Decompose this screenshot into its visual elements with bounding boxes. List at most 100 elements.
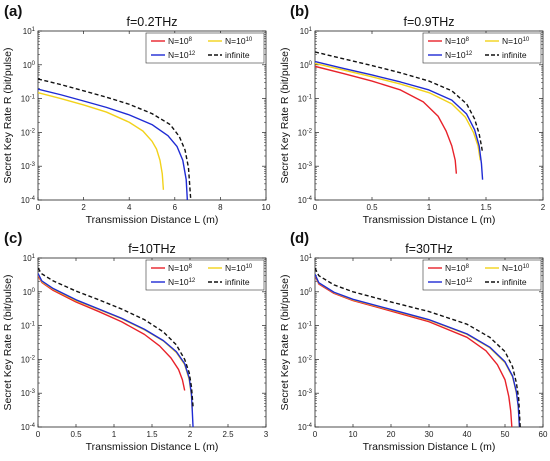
legend-entry: infinite	[225, 50, 250, 60]
y-tick-label: 101	[23, 254, 36, 263]
y-tick-label: 10-4	[21, 423, 36, 432]
x-tick-label: 3	[264, 430, 269, 439]
legend-entry: infinite	[502, 277, 527, 287]
series-line-n-10-12	[315, 60, 484, 180]
y-tick-label: 10-4	[298, 423, 313, 432]
y-tick-label: 10-2	[298, 355, 313, 364]
x-axis-label: Transmission Distance L (m)	[86, 214, 219, 226]
x-tick-label: 30	[425, 430, 434, 439]
y-tick-label: 10-3	[21, 162, 36, 171]
x-tick-label: 50	[501, 430, 510, 439]
y-axis-label: Secret Key Rate R (bit/pulse)	[2, 275, 14, 411]
legend-entry: N=1010	[225, 263, 253, 273]
y-tick-label: 10-2	[21, 128, 36, 137]
y-tick-label: 101	[23, 27, 36, 36]
legend-entry: N=1012	[168, 277, 196, 287]
chart-title: f=0.2THz	[126, 15, 177, 29]
y-tick-label: 10-2	[298, 128, 313, 137]
legend-entry: infinite	[502, 50, 527, 60]
x-tick-label: 20	[387, 430, 396, 439]
legend-entry: N=108	[445, 263, 470, 273]
x-tick-label: 2	[188, 430, 193, 439]
y-tick-label: 10-2	[21, 355, 36, 364]
series-line-n-10-8	[38, 275, 186, 391]
y-tick-label: 101	[300, 254, 313, 263]
chart-title: f=30THz	[405, 242, 453, 256]
chart-title: f=10THz	[128, 242, 176, 256]
panel-label: (b)	[290, 3, 309, 20]
series-line-infinite	[38, 267, 194, 407]
y-tick-label: 10-1	[298, 322, 313, 331]
x-tick-label: 0	[313, 203, 318, 212]
series-line-infinite	[315, 267, 521, 427]
x-tick-label: 1	[112, 430, 117, 439]
x-tick-label: 8	[218, 203, 223, 212]
chart-panel-3: 0 0.5 1 1.5 2 2.5 3 10-4 10-3 10-2 10-1 100 101 N=108…	[2, 230, 269, 453]
x-tick-label: 10	[349, 430, 358, 439]
y-axis-label: Secret Key Rate R (bit/pulse)	[2, 48, 14, 184]
y-tick-label: 100	[23, 61, 36, 70]
series-line-infinite	[38, 78, 192, 200]
x-tick-label: 0	[36, 430, 41, 439]
x-tick-label: 0.5	[366, 203, 378, 212]
series-line-n-10-12	[315, 273, 521, 427]
series-line-n-10-10	[38, 91, 165, 190]
panel-label: (c)	[4, 230, 22, 247]
y-tick-label: 10-3	[298, 389, 313, 398]
y-tick-label: 101	[300, 27, 313, 36]
x-tick-label: 1.5	[480, 203, 492, 212]
legend-entry: N=108	[168, 36, 193, 46]
chart-panel-1: 0 2 4 6 8 10 10-4 10-3 10-2 10-1 100 101 N=108 N=1010…	[2, 3, 271, 226]
x-tick-label: 0	[36, 203, 41, 212]
series-line-n-10-12	[38, 88, 189, 200]
legend: N=108 N=1010 N=1012 infinite	[145, 32, 265, 64]
legend-entry: N=1010	[502, 36, 530, 46]
legend: N=108 N=1010 N=1012 infinite	[145, 259, 265, 291]
x-tick-label: 2	[81, 203, 86, 212]
series-line-n-10-8	[315, 65, 458, 174]
legend-entry: N=1010	[225, 36, 253, 46]
y-tick-label: 10-4	[21, 196, 36, 205]
legend-box	[422, 32, 542, 64]
chart-panel-4: 0 10 20 30 40 50 60 10-4 10-3 10-2 10-1 100 101 N=108…	[279, 230, 548, 453]
chart-title: f=0.9THz	[403, 15, 454, 29]
y-tick-label: 10-1	[298, 95, 313, 104]
legend-entry: infinite	[225, 277, 250, 287]
y-tick-label: 10-3	[298, 162, 313, 171]
legend-box	[145, 32, 265, 64]
legend-box	[145, 259, 265, 291]
legend-entry: N=1012	[445, 277, 473, 287]
x-axis-label: Transmission Distance L (m)	[363, 441, 496, 453]
x-axis-label: Transmission Distance L (m)	[363, 214, 496, 226]
y-axis-label: Secret Key Rate R (bit/pulse)	[279, 48, 291, 184]
y-tick-label: 10-4	[298, 196, 313, 205]
x-tick-label: 2	[541, 203, 546, 212]
x-tick-label: 10	[262, 203, 271, 212]
series-line-n-10-12	[38, 273, 194, 427]
series-line-n-10-10	[315, 62, 481, 161]
y-tick-label: 10-1	[21, 95, 36, 104]
legend-box	[422, 259, 542, 291]
x-tick-label: 0.5	[70, 430, 82, 439]
x-tick-label: 6	[173, 203, 178, 212]
x-tick-label: 2.5	[222, 430, 234, 439]
legend-entry: N=1010	[502, 263, 530, 273]
panel-label: (d)	[290, 230, 309, 247]
legend: N=108 N=1010 N=1012 infinite	[422, 259, 542, 291]
x-axis-label: Transmission Distance L (m)	[86, 441, 219, 453]
x-tick-label: 60	[539, 430, 548, 439]
legend-entry: N=1012	[445, 50, 473, 60]
x-tick-label: 0	[313, 430, 318, 439]
legend-entry: N=108	[445, 36, 470, 46]
x-tick-label: 40	[463, 430, 472, 439]
x-tick-label: 4	[127, 203, 132, 212]
y-tick-label: 100	[300, 61, 313, 70]
x-tick-label: 1.5	[146, 430, 158, 439]
legend-entry: N=1012	[168, 50, 196, 60]
y-axis-label: Secret Key Rate R (bit/pulse)	[279, 275, 291, 411]
panel-label: (a)	[4, 3, 22, 20]
x-tick-label: 1	[427, 203, 432, 212]
series-line-n-10-8	[315, 275, 513, 427]
y-tick-label: 10-3	[21, 389, 36, 398]
